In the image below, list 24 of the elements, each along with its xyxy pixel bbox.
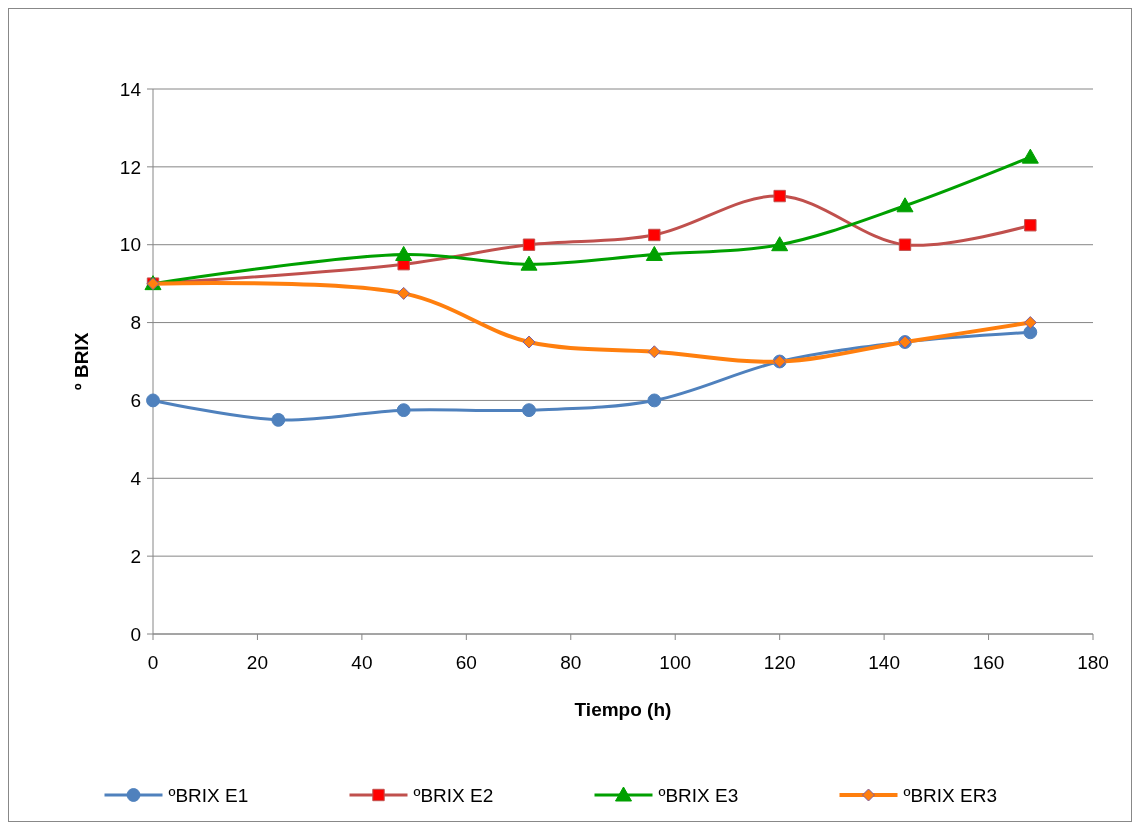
x-tick-label: 120 [763,652,796,673]
x-tick-label: 0 [147,652,159,673]
x-tick-label: 140 [868,652,900,673]
y-tick-label: 0 [130,623,141,645]
y-tick-label: 10 [119,234,141,256]
x-tick-label: 60 [455,652,477,673]
y-tick-label: 2 [130,545,141,567]
x-tick-label: 180 [1077,652,1109,673]
x-tick-label: 20 [246,652,269,673]
x-tick-label: 160 [972,652,1005,673]
y-axis-title: º BRIX [71,332,92,391]
y-tick-label: 12 [119,156,141,178]
y-tick-label: 14 [119,78,142,100]
x-tick-label: 40 [351,652,373,673]
legend-label: ºBRIX ER3 [903,784,998,806]
legend-label: ºBRIX E3 [658,784,739,806]
x-axis-title: Tiempo (h) [574,699,672,720]
legend-label: ºBRIX E1 [168,784,249,806]
y-tick-label: 8 [130,312,141,334]
y-tick-label: 6 [130,390,141,412]
legend-label: ºBRIX E2 [413,784,494,806]
x-tick-label: 80 [560,652,582,673]
x-tick-label: 100 [659,652,692,673]
y-tick-label: 4 [130,467,142,489]
